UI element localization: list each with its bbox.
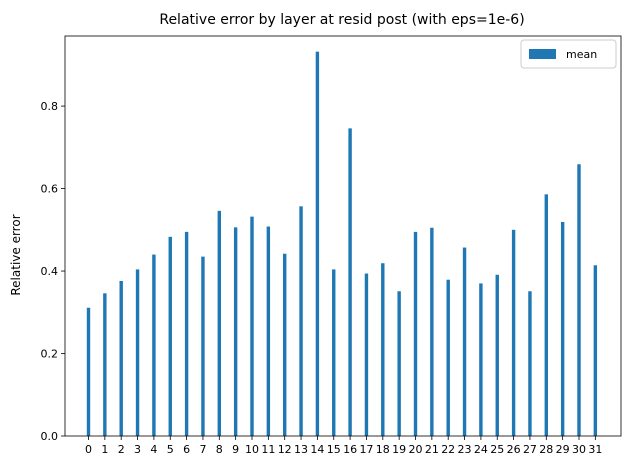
- bar-layer-28: [544, 194, 548, 436]
- bar-layer-0: [86, 307, 91, 436]
- bar-layer-13: [299, 206, 303, 436]
- bar-layer-3: [135, 269, 140, 436]
- bar-layer-9: [233, 227, 238, 436]
- bar-layer-15: [332, 269, 336, 436]
- x-tick-label: 11: [261, 443, 275, 456]
- x-tick-label: 30: [572, 443, 586, 456]
- x-tick-label: 28: [539, 443, 553, 456]
- bar-layer-11: [266, 226, 271, 436]
- x-tick-label: 15: [327, 443, 341, 456]
- y-tick-label: 0.8: [41, 100, 59, 113]
- bar-layer-2: [119, 280, 123, 436]
- y-tick-label: 0.4: [41, 265, 59, 278]
- x-tick-label: 22: [441, 443, 455, 456]
- axes-frame: [64, 35, 622, 437]
- x-tick-label: 14: [310, 443, 324, 456]
- x-tick-label: 5: [167, 443, 174, 456]
- y-tick-label: 0.0: [41, 430, 59, 443]
- chart-title: Relative error by layer at resid post (w…: [159, 12, 524, 28]
- bar-layer-21: [430, 227, 434, 436]
- x-tick-label: 7: [199, 443, 206, 456]
- bar-layer-25: [495, 274, 499, 436]
- x-tick-label: 2: [118, 443, 125, 456]
- bar-layer-19: [397, 291, 401, 436]
- bar-layer-6: [184, 231, 189, 436]
- x-tick-label: 24: [474, 443, 488, 456]
- x-tick-label: 31: [588, 443, 602, 456]
- x-tick-label: 17: [359, 443, 373, 456]
- x-tick-label: 8: [216, 443, 223, 456]
- legend: mean: [520, 39, 617, 69]
- bar-layer-20: [413, 231, 418, 436]
- bar-layer-16: [348, 128, 352, 436]
- x-tick-label: 23: [458, 443, 472, 456]
- bar-layer-30: [577, 164, 581, 436]
- bar-layer-1: [103, 293, 107, 436]
- x-tick-label: 20: [409, 443, 423, 456]
- bar-layer-12: [283, 253, 287, 436]
- x-tick-label: 18: [376, 443, 390, 456]
- bar-layer-27: [528, 291, 532, 436]
- x-tick-label: 26: [507, 443, 521, 456]
- x-tick-label: 4: [150, 443, 157, 456]
- x-tick-label: 27: [523, 443, 537, 456]
- x-tick-label: 12: [278, 443, 292, 456]
- x-tick-label: 0: [85, 443, 92, 456]
- y-axis-label: Relative error: [9, 214, 23, 295]
- y-tick-label: 0.6: [41, 183, 59, 196]
- bar-layer-4: [152, 254, 156, 436]
- x-tick-label: 29: [556, 443, 570, 456]
- x-tick-label: 16: [343, 443, 357, 456]
- x-tick-label: 25: [490, 443, 504, 456]
- bar-layer-24: [479, 283, 483, 436]
- legend-box: [520, 39, 617, 69]
- bar-layer-31: [593, 265, 598, 436]
- x-tick-label: 3: [134, 443, 141, 456]
- bar-layer-17: [364, 273, 369, 436]
- bar-layer-8: [217, 210, 221, 436]
- x-tick-label: 9: [232, 443, 239, 456]
- bar-layer-10: [250, 216, 254, 436]
- bar-layer-18: [381, 263, 385, 436]
- bar-layer-22: [446, 279, 450, 436]
- x-tick-label: 19: [392, 443, 406, 456]
- x-tick-label: 13: [294, 443, 308, 456]
- bar-layer-7: [201, 256, 205, 436]
- bar-layer-14: [315, 51, 320, 437]
- y-tick-label: 0.2: [41, 348, 59, 361]
- bar-layer-26: [511, 229, 516, 436]
- x-tick-label: 10: [245, 443, 259, 456]
- legend-label: mean: [566, 48, 597, 61]
- x-tick-label: 6: [183, 443, 190, 456]
- bar-layer-5: [168, 236, 172, 436]
- legend-swatch: [529, 49, 556, 59]
- x-tick-label: 1: [101, 443, 108, 456]
- x-tick-label: 21: [425, 443, 439, 456]
- plot-area: 0 1 2 3 4 5 6 7 8 9 10 11 12 13 14 15 16 17 18 19 20 21 22 23 24…: [41, 35, 622, 456]
- bar-layer-23: [462, 247, 467, 436]
- bar-layer-29: [560, 221, 565, 436]
